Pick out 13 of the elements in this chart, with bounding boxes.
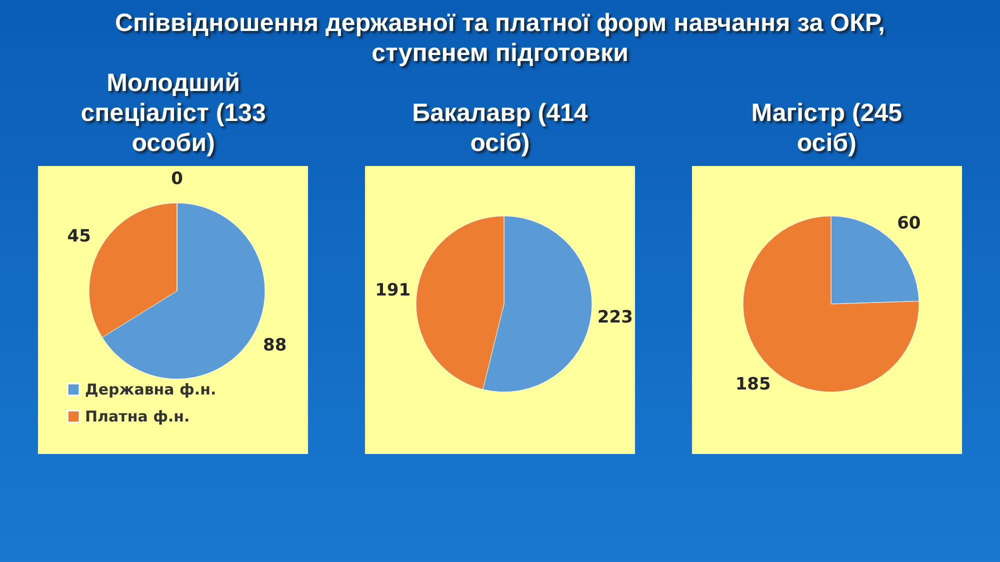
legend-label: Державна ф.н. [85,380,216,398]
chart-title: Магістр (245 осіб) [751,99,902,157]
chart-title: Молодший спеціаліст (133 особи) [80,69,266,157]
data-label: 45 [68,226,92,247]
data-label: 223 [597,308,633,328]
data-label: 185 [734,374,770,394]
text: Співвідношення державної та платної форм навчання за ОКР, ступенем підготовки [114,8,886,68]
legend-label: Платна ф.н. [85,408,190,426]
data-label: 88 [263,335,288,356]
text: 0 [171,169,184,189]
data-label: 191 [375,280,411,300]
data-label: 60 [896,214,921,234]
chart-title: Бакалавр (414 осіб) [412,99,588,157]
